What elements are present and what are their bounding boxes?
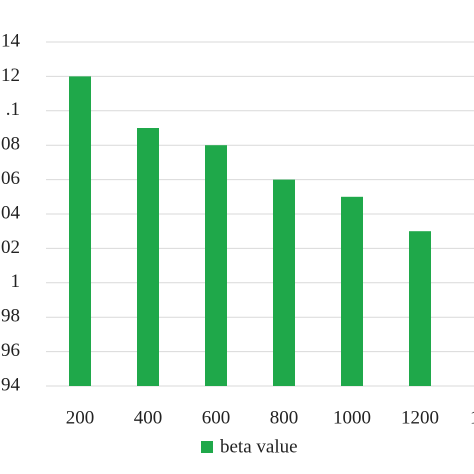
y-tick-label: 96: [1, 340, 20, 361]
y-tick-label: 98: [1, 306, 20, 327]
x-tick-label: 400: [134, 407, 163, 428]
y-tick-label: .1: [6, 99, 20, 120]
y-tick-label: 14: [1, 30, 21, 51]
bar: [137, 128, 159, 386]
y-tick-label: 06: [1, 168, 20, 189]
y-tick-label: 94: [1, 374, 21, 395]
x-tick-label: 800: [270, 407, 299, 428]
y-tick-label: 02: [1, 237, 20, 258]
y-tick-label: 04: [1, 202, 21, 223]
x-tick-label: 1200: [401, 407, 439, 428]
x-tick-label: 1: [470, 407, 474, 428]
bar: [273, 179, 295, 386]
bar: [69, 76, 91, 387]
bar: [409, 231, 431, 386]
y-tick-label: 1: [11, 271, 21, 292]
x-tick-label: 600: [202, 407, 231, 428]
legend-swatch: [201, 441, 213, 453]
bar: [341, 196, 363, 386]
legend-label: beta value: [220, 436, 298, 457]
y-tick-label: 12: [1, 65, 20, 86]
y-tick-label: 08: [1, 134, 20, 155]
x-tick-label: 1000: [333, 407, 371, 428]
bar: [205, 145, 227, 386]
x-tick-label: 200: [66, 407, 95, 428]
